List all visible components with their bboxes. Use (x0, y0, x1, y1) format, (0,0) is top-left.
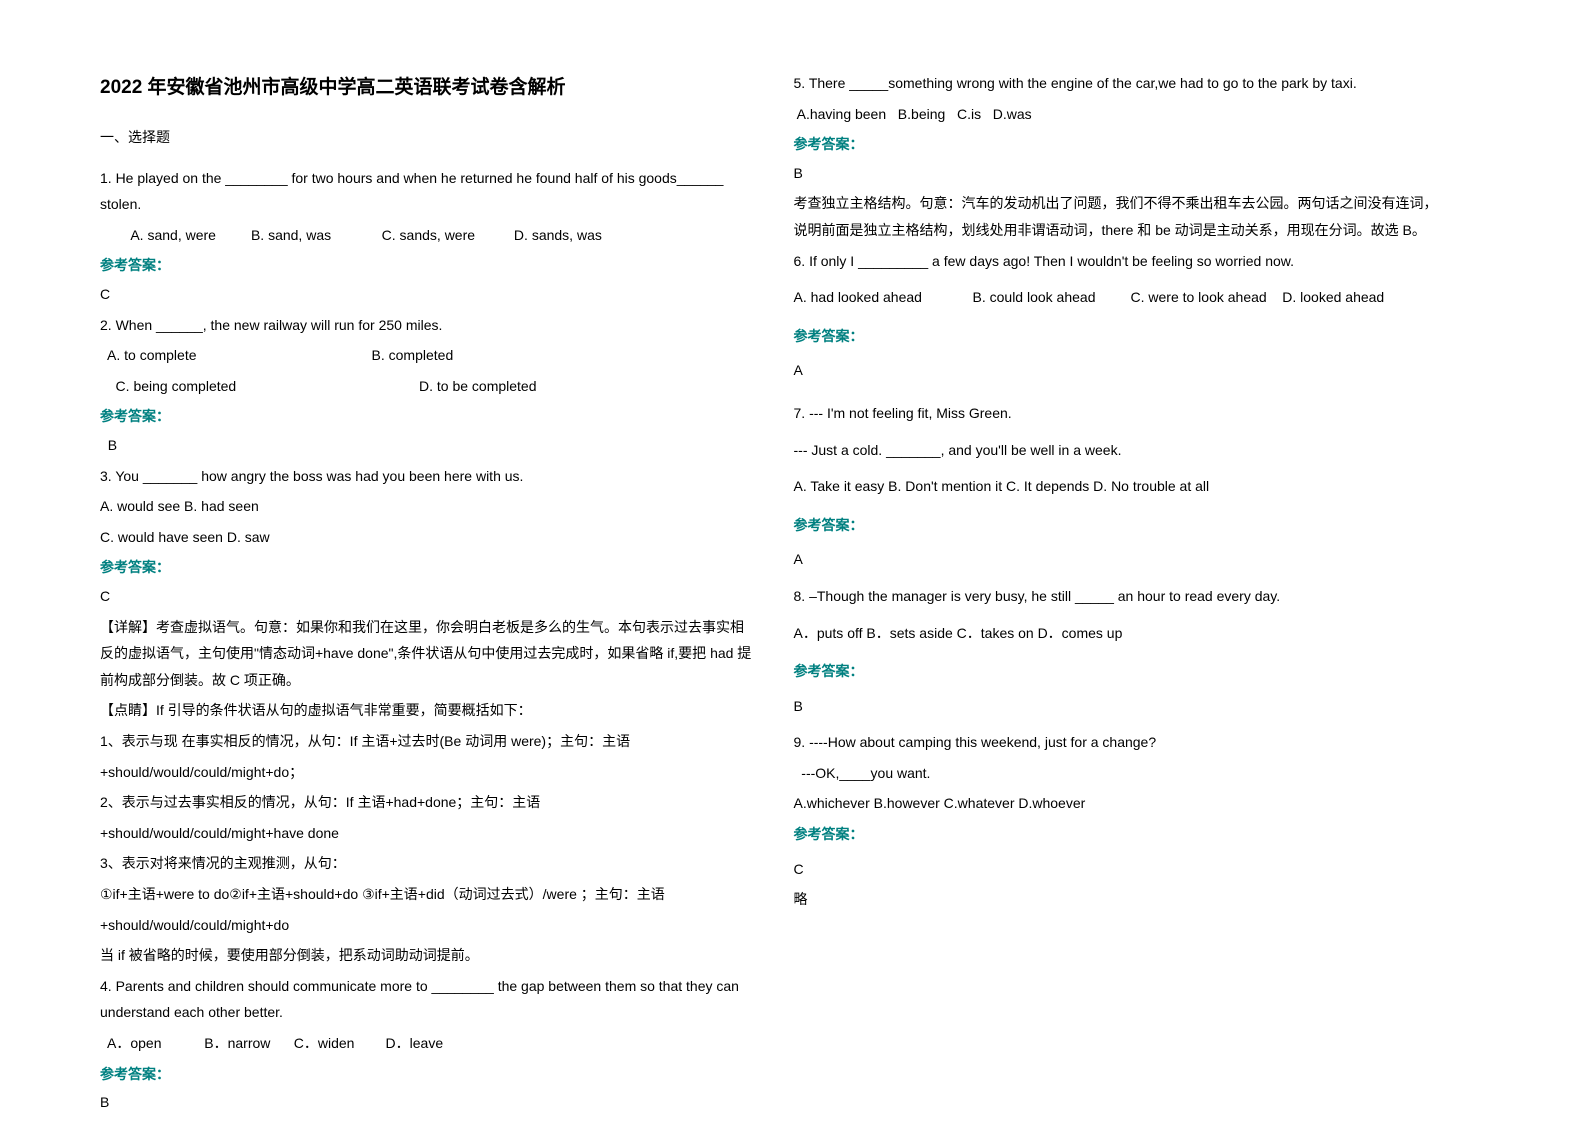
section-heading: 一、选择题 (100, 124, 754, 151)
q7-options: A. Take it easy B. Don't mention it C. I… (794, 473, 1448, 500)
question-1: 1. He played on the ________ for two hou… (100, 165, 754, 308)
q7-stem: 7. --- I'm not feeling fit, Miss Green. (794, 400, 1448, 427)
question-4: 4. Parents and children should communica… (100, 973, 754, 1116)
q3-opt1: A. would see B. had seen (100, 493, 754, 520)
q7-answer: A (794, 546, 1448, 573)
q8-answer: B (794, 693, 1448, 720)
q3-detail3: 1、表示与现 在事实相反的情况，从句：If 主语+过去时(Be 动词用 were… (100, 728, 754, 755)
q3-detail8: ①if+主语+were to do②if+主语+should+do ③if+主语… (100, 881, 754, 908)
right-column: 5. There _____something wrong with the e… (794, 70, 1488, 1052)
q3-detail1: 【详解】考查虚拟语气。句意：如果你和我们在这里，你会明白老板是多么的生气。本句表… (100, 614, 754, 694)
answer-label: 参考答案： (100, 554, 754, 581)
q3-stem: 3. You _______ how angry the boss was ha… (100, 463, 754, 490)
question-6: 6. If only I _________ a few days ago! T… (794, 248, 1448, 384)
document-title: 2022 年安徽省池州市高级中学高二英语联考试卷含解析 (100, 70, 754, 106)
q1-stem: 1. He played on the ________ for two hou… (100, 165, 754, 218)
q4-answer: B (100, 1089, 754, 1116)
q5-stem: 5. There _____something wrong with the e… (794, 70, 1448, 97)
q5-options: A.having been B.being C.is D.was (794, 101, 1448, 128)
q5-detail: 考查独立主格结构。句意：汽车的发动机出了问题，我们不得不乘出租车去公园。两句话之… (794, 190, 1448, 243)
q8-options: A．puts off B．sets aside C．takes on D．com… (794, 620, 1448, 647)
answer-label: 参考答案： (794, 131, 1448, 158)
q1-answer: C (100, 281, 754, 308)
q9-stem: 9. ----How about camping this weekend, j… (794, 729, 1448, 756)
q6-stem: 6. If only I _________ a few days ago! T… (794, 248, 1448, 275)
answer-label: 参考答案： (100, 252, 754, 279)
q9-stem2: ---OK,____you want. (794, 760, 1448, 787)
q4-stem: 4. Parents and children should communica… (100, 973, 754, 1026)
q3-detail2: 【点睛】If 引导的条件状语从句的虚拟语气非常重要，简要概括如下： (100, 697, 754, 724)
q4-options: A．open B．narrow C．widen D．leave (100, 1030, 754, 1057)
answer-label: 参考答案： (794, 512, 1448, 539)
q3-opt2: C. would have seen D. saw (100, 524, 754, 551)
q1-options: A. sand, were B. sand, was C. sands, wer… (100, 222, 754, 249)
answer-label: 参考答案： (100, 403, 754, 430)
question-7: 7. --- I'm not feeling fit, Miss Green. … (794, 400, 1448, 573)
question-2: 2. When ______, the new railway will run… (100, 312, 754, 459)
q3-detail7: 3、表示对将来情况的主观推测，从句： (100, 850, 754, 877)
left-column: 2022 年安徽省池州市高级中学高二英语联考试卷含解析 一、选择题 1. He … (100, 70, 794, 1052)
q2-opt2: C. being completed D. to be completed (100, 373, 754, 400)
q3-answer: C (100, 583, 754, 610)
answer-label: 参考答案： (100, 1061, 754, 1088)
answer-label: 参考答案： (794, 323, 1448, 350)
q6-answer: A (794, 357, 1448, 384)
answer-label: 参考答案： (794, 821, 1448, 848)
q3-detail4: +should/would/could/might+do； (100, 759, 754, 786)
q9-answer: C (794, 856, 1448, 883)
question-3: 3. You _______ how angry the boss was ha… (100, 463, 754, 969)
q6-options: A. had looked ahead B. could look ahead … (794, 284, 1448, 311)
q7-stem2: --- Just a cold. _______, and you'll be … (794, 437, 1448, 464)
q5-answer: B (794, 160, 1448, 187)
q9-options: A.whichever B.however C.whatever D.whoev… (794, 790, 1448, 817)
q2-opt1: A. to complete B. completed (100, 342, 754, 369)
q3-detail9: +should/would/could/might+do (100, 912, 754, 939)
q3-detail10: 当 if 被省略的时候，要使用部分倒装，把系动词助动词提前。 (100, 942, 754, 969)
q2-answer: B (100, 432, 754, 459)
q3-detail6: +should/would/could/might+have done (100, 820, 754, 847)
q9-detail: 略 (794, 886, 1448, 913)
q8-stem: 8. –Though the manager is very busy, he … (794, 583, 1448, 610)
question-5: 5. There _____something wrong with the e… (794, 70, 1448, 244)
q3-detail5: 2、表示与过去事实相反的情况，从句：If 主语+had+done；主句：主语 (100, 789, 754, 816)
question-9: 9. ----How about camping this weekend, j… (794, 729, 1448, 913)
q2-stem: 2. When ______, the new railway will run… (100, 312, 754, 339)
answer-label: 参考答案： (794, 658, 1448, 685)
question-8: 8. –Though the manager is very busy, he … (794, 583, 1448, 719)
